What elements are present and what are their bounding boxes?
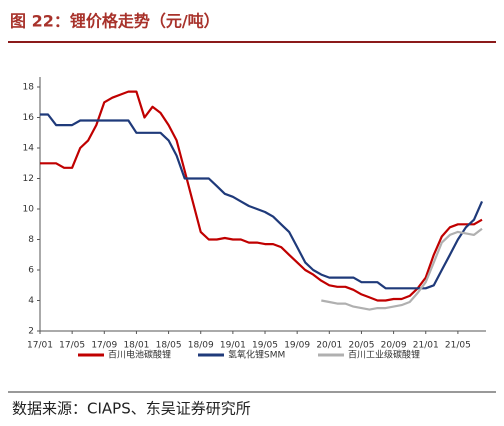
y-tick-label: 12 bbox=[23, 174, 34, 184]
legend-label: 百川工业级碳酸锂 bbox=[348, 349, 420, 361]
source: 数据来源：CIAPS、东吴证券研究所 bbox=[12, 400, 251, 418]
x-tick-label: 17/01 bbox=[27, 341, 53, 351]
x-tick-label: 17/05 bbox=[59, 341, 85, 351]
x-tick-label: 20/05 bbox=[348, 341, 374, 351]
x-tick-label: 18/05 bbox=[156, 341, 182, 351]
y-tick-label: 10 bbox=[23, 205, 35, 215]
y-tick-label: 8 bbox=[28, 235, 34, 245]
x-tick-label: 21/05 bbox=[445, 341, 471, 351]
x-tick-label: 17/09 bbox=[91, 341, 117, 351]
figure-title: 图 22：锂价格走势（元/吨） bbox=[10, 12, 220, 31]
series-line bbox=[40, 113, 484, 290]
x-tick-label: 19/09 bbox=[284, 341, 310, 351]
series-line bbox=[321, 227, 483, 311]
y-tick-label: 18 bbox=[23, 83, 35, 93]
x-tick-label: 18/01 bbox=[123, 341, 149, 351]
x-tick-label: 20/09 bbox=[381, 341, 407, 351]
x-tick-label: 21/01 bbox=[413, 341, 439, 351]
series-line bbox=[40, 90, 483, 302]
legend-label: 百川电池碳酸锂 bbox=[108, 349, 171, 361]
y-tick-label: 16 bbox=[23, 113, 35, 123]
x-tick-label: 18/09 bbox=[188, 341, 214, 351]
legend-label: 氢氧化锂SMM bbox=[228, 349, 285, 361]
y-tick-label: 2 bbox=[28, 327, 34, 337]
y-tick-label: 6 bbox=[28, 266, 34, 276]
x-tick-label: 19/05 bbox=[252, 341, 278, 351]
y-tick-label: 4 bbox=[28, 296, 34, 306]
y-tick-label: 14 bbox=[23, 144, 35, 154]
x-tick-label: 19/01 bbox=[220, 341, 246, 351]
x-tick-label: 20/01 bbox=[316, 341, 342, 351]
